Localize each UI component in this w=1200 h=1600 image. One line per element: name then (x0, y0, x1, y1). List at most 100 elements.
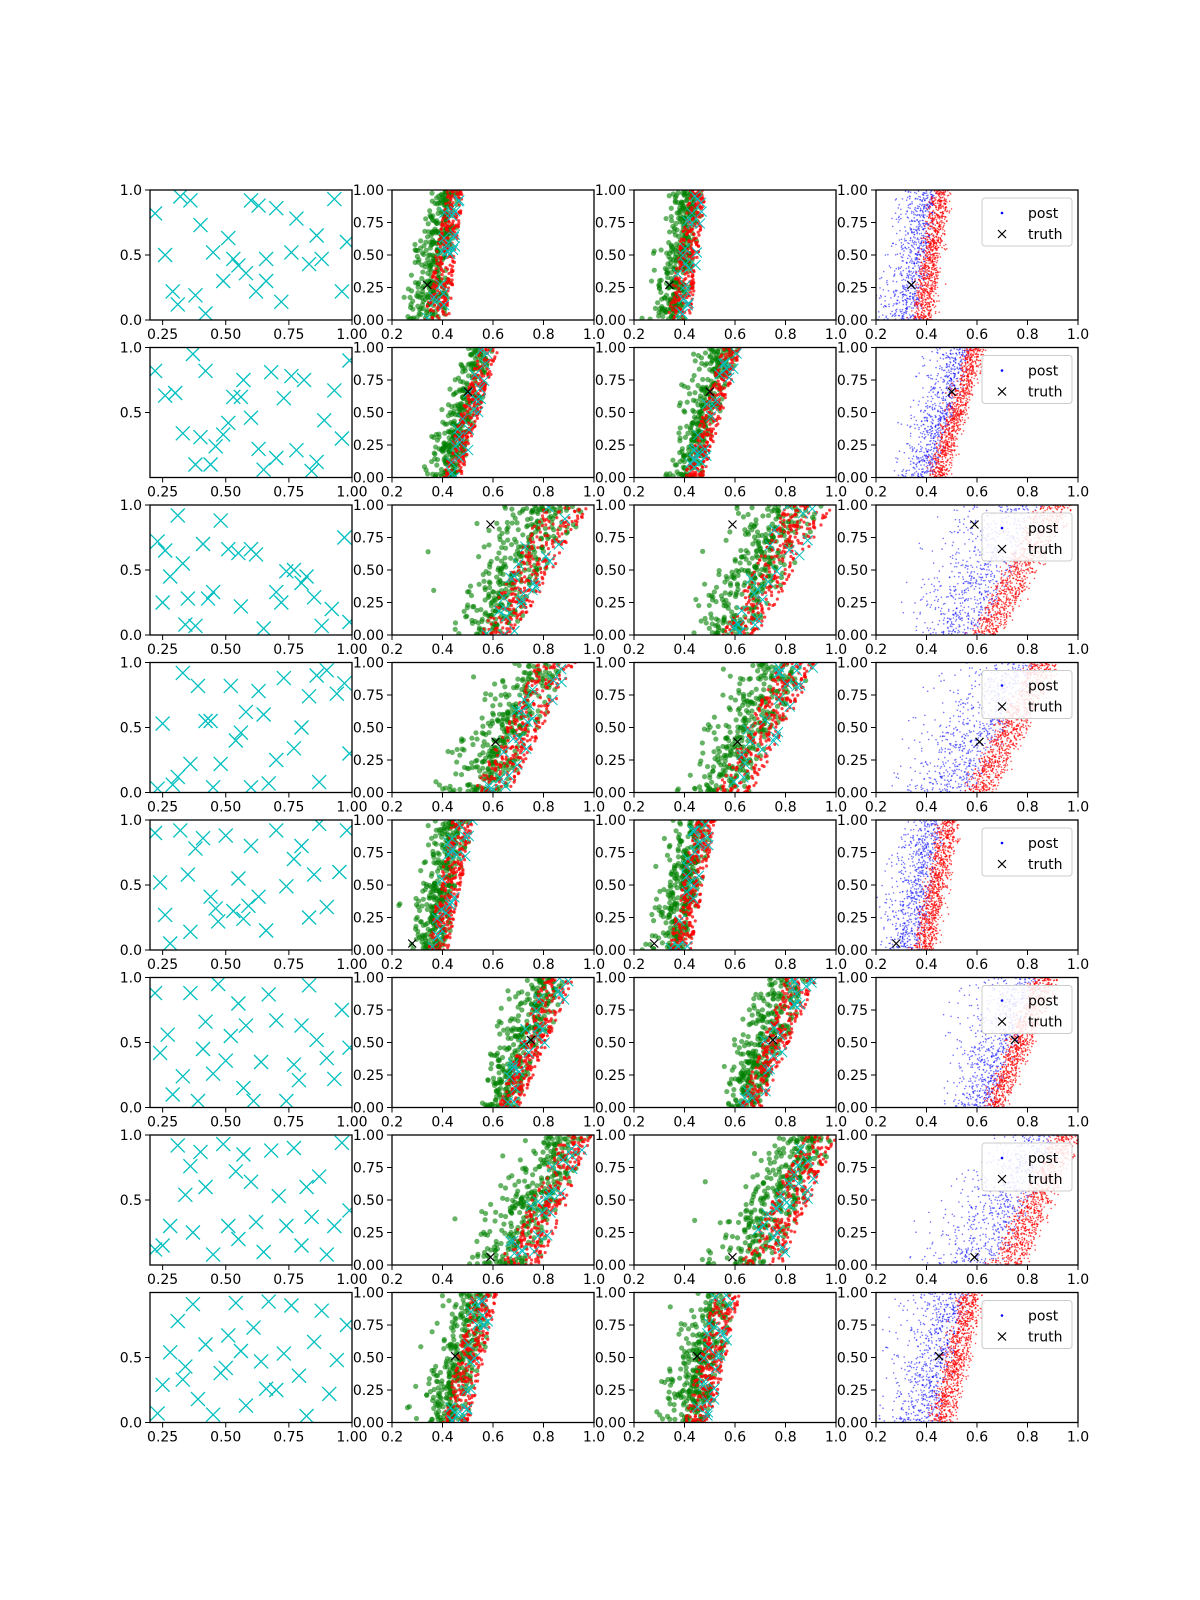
sample-point (424, 256, 431, 262)
post-point (938, 204, 940, 207)
post-point (914, 214, 917, 216)
post-point (930, 190, 932, 193)
post-point (951, 356, 953, 359)
sample-point (691, 372, 697, 379)
post-point (930, 374, 932, 376)
post-point (892, 290, 895, 293)
post-point (956, 445, 958, 448)
post-point (916, 232, 918, 235)
post-point (926, 469, 928, 472)
post-point (899, 310, 902, 313)
post-point (901, 474, 904, 476)
post-point (944, 209, 947, 211)
post-point (906, 210, 908, 212)
post-point (710, 429, 714, 433)
post-point (936, 249, 938, 251)
post-point (703, 408, 707, 412)
post-point (910, 274, 912, 277)
sample-point (671, 229, 677, 235)
post-point (694, 473, 698, 477)
post-point (914, 220, 916, 223)
post-point (926, 294, 928, 297)
post-point (943, 197, 946, 200)
post-point (929, 425, 932, 428)
post-point (907, 204, 910, 206)
post-point (934, 440, 937, 443)
post-point (689, 290, 693, 294)
post-point (893, 274, 896, 277)
post-point (690, 206, 694, 210)
post-point (943, 247, 946, 250)
post-point (938, 311, 940, 313)
post-point (891, 217, 893, 220)
post-point (927, 216, 930, 219)
post-point (935, 208, 938, 211)
obs-point (235, 372, 251, 388)
post-point (945, 436, 947, 439)
post-point (443, 215, 447, 219)
x-tick-label: 0.6 (482, 485, 504, 501)
post-point (918, 436, 921, 438)
post-point (924, 298, 927, 300)
post-point (934, 310, 937, 313)
sample-point (681, 452, 687, 458)
sample-point (445, 413, 451, 419)
post-point (679, 237, 684, 241)
obs-point (438, 299, 450, 311)
post-point (933, 386, 935, 389)
obs-point (198, 306, 214, 320)
post-point (937, 216, 939, 219)
post-point (925, 210, 927, 212)
post-point (942, 228, 944, 231)
post-point (917, 473, 920, 476)
post-point (931, 442, 934, 444)
sample-point (675, 233, 682, 239)
post-point (931, 427, 933, 429)
obs-point (243, 410, 259, 426)
post-point (920, 288, 923, 290)
post-point (940, 235, 943, 237)
post-point (473, 419, 477, 423)
sample-point (676, 403, 683, 409)
y-tick-label: 0.00 (353, 471, 384, 487)
post-point (912, 236, 915, 238)
post-point (921, 308, 924, 310)
post-point (897, 421, 899, 424)
sample-point (440, 449, 446, 455)
post-point (921, 460, 924, 462)
post-point (920, 315, 922, 317)
y-tick-label: 0.25 (837, 281, 868, 297)
post-point (917, 246, 919, 249)
obs-point (449, 440, 461, 452)
post-point (893, 303, 895, 305)
post-point (687, 254, 691, 259)
post-point (928, 251, 930, 254)
post-point (930, 221, 933, 224)
post-point (931, 422, 934, 424)
post-point (678, 245, 682, 249)
post-point (928, 246, 930, 248)
post-point (930, 386, 933, 388)
post-point (956, 354, 958, 356)
post-point (941, 216, 943, 218)
post-point (941, 366, 943, 369)
post-point (917, 306, 919, 308)
post-point (952, 352, 954, 355)
post-point (926, 215, 928, 218)
y-tick-label: 0.50 (353, 406, 384, 422)
post-point (918, 297, 921, 299)
legend-label: post (1028, 206, 1059, 222)
post-point (924, 262, 927, 264)
post-point (673, 300, 677, 305)
post-point (902, 475, 905, 477)
post-point (919, 253, 921, 256)
sample-point (658, 247, 664, 253)
obs-point (435, 279, 447, 290)
post-point (893, 270, 896, 272)
post-point (940, 429, 942, 431)
post-point (919, 203, 921, 206)
post-point (943, 222, 946, 225)
post-point (898, 203, 901, 206)
post-point (931, 407, 934, 410)
